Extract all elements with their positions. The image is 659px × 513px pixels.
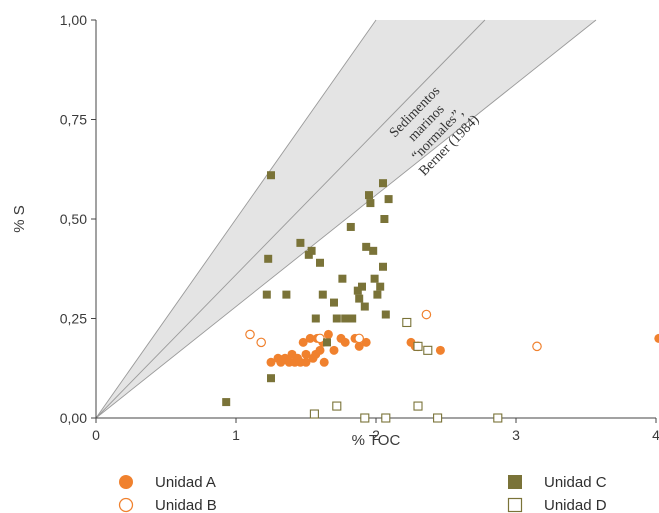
data-point-unidad-c: [262, 290, 271, 299]
y-tick-label: 0,75: [60, 112, 87, 128]
data-point-unidad-a: [301, 349, 311, 359]
data-point-unidad-c: [379, 262, 387, 271]
band-line: [95, 19, 377, 419]
legend-label-unidad-b: Unidad B: [155, 497, 217, 513]
normal-marine-sediments-band: [95, 19, 597, 419]
data-point-unidad-d: [423, 345, 433, 355]
data-point-unidad-c: [267, 171, 275, 180]
data-point-unidad-b: [532, 341, 542, 352]
data-point-unidad-d: [309, 409, 319, 419]
data-point-unidad-b: [315, 333, 325, 344]
data-point-unidad-c: [311, 314, 320, 323]
data-point-unidad-c: [384, 195, 393, 204]
data-point-unidad-c: [282, 290, 291, 299]
x-tick-label: 1: [232, 427, 240, 443]
data-point-unidad-c: [307, 246, 316, 255]
x-tick-label: 4: [652, 427, 659, 443]
data-point-unidad-a: [435, 345, 445, 355]
data-point-unidad-a: [340, 337, 350, 347]
legend-marker-unidad-b: [118, 497, 134, 513]
y-axis-title: % S: [11, 205, 28, 233]
data-point-unidad-c: [332, 314, 341, 323]
data-point-unidad-c: [296, 238, 305, 247]
legend-label-unidad-a: Unidad A: [155, 474, 216, 491]
data-point-unidad-c: [381, 310, 390, 319]
data-point-unidad-c: [318, 290, 327, 299]
data-point-unidad-c: [346, 222, 355, 231]
data-point-unidad-b: [421, 309, 432, 320]
data-point-unidad-a: [305, 333, 315, 343]
legend: Unidad A Unidad B Unidad C Unidad D: [118, 474, 607, 513]
data-point-unidad-b: [354, 333, 364, 344]
data-point-unidad-d: [402, 317, 412, 328]
legend-label-unidad-d: Unidad D: [544, 497, 607, 513]
y-tick-label: 1,00: [60, 12, 87, 28]
data-point-unidad-d: [332, 401, 342, 411]
y-tick-label: 0,00: [60, 410, 87, 426]
data-point-unidad-a: [329, 345, 339, 355]
data-point-unidad-c: [362, 242, 371, 251]
data-point-unidad-c: [379, 179, 387, 188]
data-point-unidad-a: [323, 329, 333, 339]
data-point-unidad-c: [222, 398, 231, 407]
data-point-unidad-d: [433, 413, 443, 423]
data-point-unidad-c: [338, 274, 347, 283]
legend-marker-unidad-a: [119, 475, 133, 489]
axes: [91, 19, 657, 423]
band-line: [95, 19, 486, 419]
data-point-unidad-d: [360, 413, 370, 423]
y-tick-label: 0,25: [60, 311, 87, 327]
data-point-unidad-c: [264, 254, 273, 263]
data-point-unidad-a: [354, 341, 364, 351]
data-point-unidad-c: [353, 286, 362, 295]
data-point-unidad-d: [381, 413, 391, 423]
data-point-unidad-d: [413, 401, 423, 411]
legend-label-unidad-c: Unidad C: [544, 474, 607, 491]
data-point-unidad-c: [316, 258, 324, 267]
x-axis-title: % TOC: [352, 432, 401, 449]
data-point-unidad-c: [358, 282, 366, 291]
data-point-unidad-c: [348, 314, 357, 323]
data-point-unidad-c: [369, 246, 378, 255]
data-points: [222, 171, 659, 423]
data-point-unidad-a: [315, 345, 325, 355]
data-point-unidad-c: [380, 215, 389, 223]
data-point-unidad-c: [323, 338, 331, 347]
data-point-unidad-c: [267, 374, 275, 383]
data-point-unidad-b: [245, 329, 255, 340]
data-point-unidad-c: [341, 314, 350, 323]
data-point-unidad-b: [256, 337, 266, 348]
data-point-unidad-c: [376, 282, 385, 291]
y-tick-label: 0,50: [60, 211, 87, 227]
x-tick-label: 2: [372, 427, 380, 443]
data-point-unidad-a: [301, 357, 311, 367]
data-point-unidad-c: [360, 302, 369, 311]
data-point-unidad-c: [366, 199, 375, 208]
data-point-unidad-a: [298, 337, 308, 347]
data-point-unidad-c: [370, 274, 379, 283]
data-point-unidad-a: [361, 337, 371, 347]
x-tick-label: 0: [92, 427, 100, 443]
data-point-unidad-c: [373, 290, 382, 299]
data-point-unidad-a: [266, 357, 276, 367]
data-point-unidad-a: [319, 357, 329, 367]
tick-labels: 0 1 2 3 4 0,00 0,25 0,50 0,75 1,00: [60, 12, 659, 443]
data-point-unidad-d: [413, 341, 423, 351]
data-point-unidad-d: [493, 413, 503, 423]
legend-marker-unidad-d: [507, 497, 523, 513]
x-tick-label: 3: [512, 427, 520, 443]
data-point-unidad-a: [654, 333, 659, 343]
data-point-unidad-c: [355, 294, 364, 303]
legend-marker-unidad-c: [508, 475, 522, 489]
data-point-unidad-c: [365, 191, 373, 200]
data-point-unidad-c: [330, 298, 338, 307]
band-line: [95, 19, 597, 419]
